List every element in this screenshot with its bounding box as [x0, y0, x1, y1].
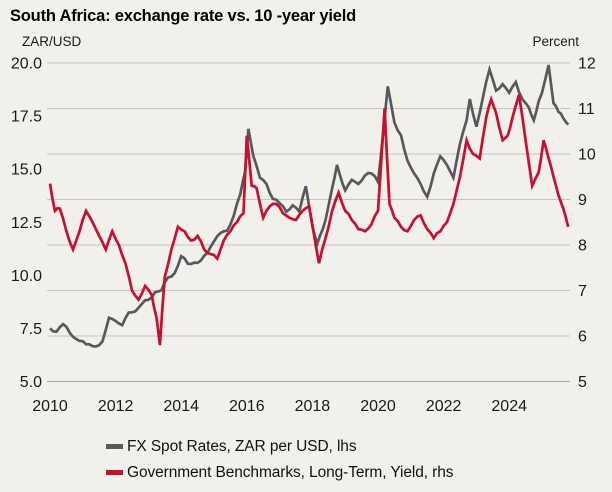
x-axis-tick-label: 2020: [360, 398, 396, 415]
legend-label-fx: FX Spot Rates, ZAR per USD, lhs: [127, 437, 357, 455]
government-yield-line: [48, 94, 570, 346]
y-axis-right-tick-label: 7: [578, 283, 587, 300]
x-axis-tick-label: 2022: [426, 398, 462, 415]
y-axis-left-tick-label: 5.0: [20, 374, 42, 391]
fx-series-swatch-icon: [106, 444, 123, 449]
y-axis-right-tick-label: 8: [578, 238, 587, 255]
y-axis-left-tick-label: 7.5: [20, 321, 42, 338]
x-axis-tick-label: 2018: [295, 398, 331, 415]
y-axis-left-tick-label: 17.5: [11, 109, 42, 126]
y-axis-left-tick-label: 10.0: [11, 268, 42, 285]
y-axis-right-tick-label: 11: [578, 101, 595, 118]
y-axis-right-tick-label: 6: [578, 329, 587, 346]
legend-item-yield: Government Benchmarks, Long-Term, Yield,…: [106, 462, 454, 483]
y-axis-right-tick-label: 12: [578, 56, 596, 73]
y-axis-left-tick-label: 20.0: [11, 56, 42, 73]
chart-legend: FX Spot Rates, ZAR per USD, lhs Governme…: [106, 436, 454, 483]
x-axis-tick-label: 2012: [98, 398, 134, 415]
y-axis-left-tick-label: 15.0: [11, 162, 42, 179]
legend-label-yield: Government Benchmarks, Long-Term, Yield,…: [127, 463, 454, 481]
y-axis-left-tick-label: 12.5: [11, 215, 42, 232]
chart-title: South Africa: exchange rate vs. 10 -year…: [10, 7, 357, 25]
left-axis-unit-label: ZAR/USD: [22, 34, 82, 49]
right-axis-unit-label: Percent: [532, 34, 579, 49]
legend-item-fx: FX Spot Rates, ZAR per USD, lhs: [106, 436, 453, 457]
y-axis-right-tick-label: 10: [578, 147, 596, 164]
x-axis-tick-label: 2024: [491, 398, 527, 415]
x-axis-tick-label: 2010: [32, 398, 68, 415]
yield-series-swatch-icon: [106, 470, 123, 475]
x-axis-tick-label: 2014: [163, 398, 199, 415]
y-axis-right-tick-label: 5: [578, 374, 587, 391]
x-axis-tick-label: 2016: [229, 398, 265, 415]
y-axis-right-tick-label: 9: [578, 192, 587, 209]
